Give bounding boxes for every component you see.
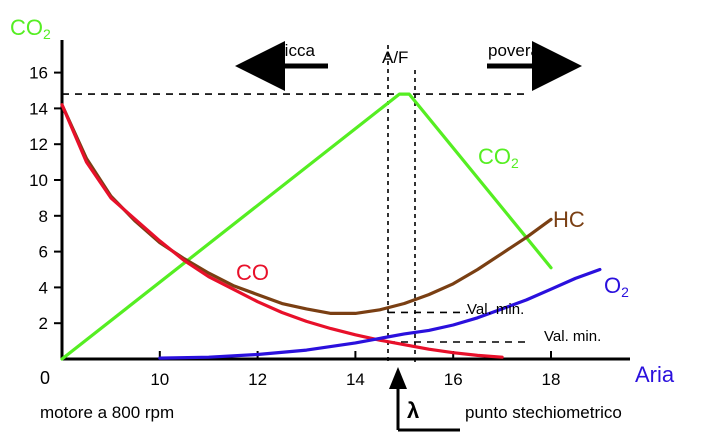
x-axis-title: Aria <box>635 362 675 387</box>
y-tick-label: 12 <box>29 135 48 154</box>
origin-label: 0 <box>40 368 50 388</box>
y-tick-label: 16 <box>29 64 48 83</box>
series-label-co: CO <box>236 260 269 285</box>
x-tick-label: 12 <box>248 370 267 389</box>
rich-label: ricca <box>279 41 315 60</box>
series-label-hc: HC <box>553 207 585 232</box>
valmin-label-2: Val. min. <box>544 328 601 345</box>
series-line-co2 <box>60 92 553 361</box>
y-tick-label: 6 <box>39 243 48 262</box>
af-label: A/F <box>382 48 408 67</box>
x-tick-label: 18 <box>542 370 561 389</box>
reference-lines <box>62 45 530 362</box>
y-tick-label: 14 <box>29 99 48 118</box>
lean-label: povera <box>488 41 541 60</box>
series-label-o2: O2 <box>604 273 629 300</box>
valmin-label-1: Val. min. <box>467 301 524 318</box>
x-tick-label: 16 <box>444 370 463 389</box>
series-line-co <box>60 103 504 359</box>
y-tick-label: 10 <box>29 171 48 190</box>
y-axis-title-main: CO <box>10 15 43 40</box>
y-axis-title: CO2 <box>10 15 51 42</box>
y-tick-label: 8 <box>39 207 48 226</box>
lambda-symbol: λ <box>407 398 419 423</box>
x-tick-label: 14 <box>346 370 365 389</box>
y-tick-label: 2 <box>39 314 48 333</box>
stoich-arrow <box>389 367 407 389</box>
series-line-o2 <box>158 267 602 360</box>
x-tick-label: 10 <box>150 370 169 389</box>
stoich-label: punto stechiometrico <box>465 403 622 422</box>
y-tick-label: 4 <box>39 278 48 297</box>
y-axis-title-sub: 2 <box>43 26 51 42</box>
series-label-co2: CO2 <box>478 144 519 171</box>
motor-label: motore a 800 rpm <box>40 403 174 422</box>
y-ticks: 2 4 6 8 10 12 14 16 <box>29 64 62 333</box>
series-layer: CO2 HC CO O2 <box>60 92 629 361</box>
x-ticks: 10 12 14 16 18 <box>150 351 560 389</box>
series-line-hc <box>60 103 553 315</box>
